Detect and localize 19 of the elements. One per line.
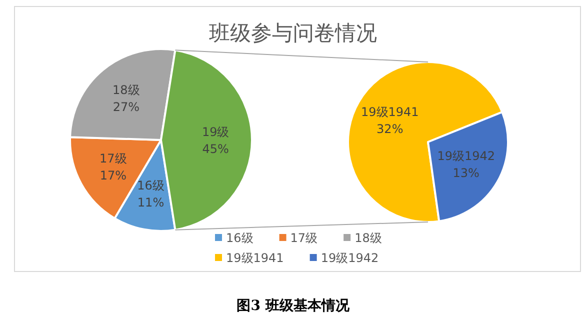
legend-label: 19级1941 bbox=[226, 251, 284, 265]
slice-label: 19级1942 bbox=[437, 149, 496, 163]
slice-label: 16级 bbox=[137, 178, 164, 193]
slice-label: 19级 bbox=[202, 125, 230, 139]
slice-label: 19级1941 bbox=[360, 105, 419, 119]
data-label: 17% bbox=[100, 168, 126, 182]
data-label: 45% bbox=[202, 142, 229, 156]
slice-label: 18级 bbox=[112, 82, 140, 97]
chart-title: 班级参与问卷情况 bbox=[209, 21, 377, 45]
legend-label: 17级 bbox=[290, 231, 318, 245]
legend-label: 18级 bbox=[354, 231, 382, 245]
data-label: 27% bbox=[112, 100, 140, 114]
caption: 图3 班级基本情况 bbox=[236, 298, 350, 314]
data-label: 32% bbox=[376, 122, 404, 136]
legend-label: 16级 bbox=[226, 231, 254, 245]
slice-label: 17级 bbox=[100, 151, 127, 166]
data-label: 11% bbox=[137, 196, 164, 210]
data-label: 13% bbox=[452, 166, 480, 180]
legend-label: 19级1942 bbox=[320, 251, 379, 265]
